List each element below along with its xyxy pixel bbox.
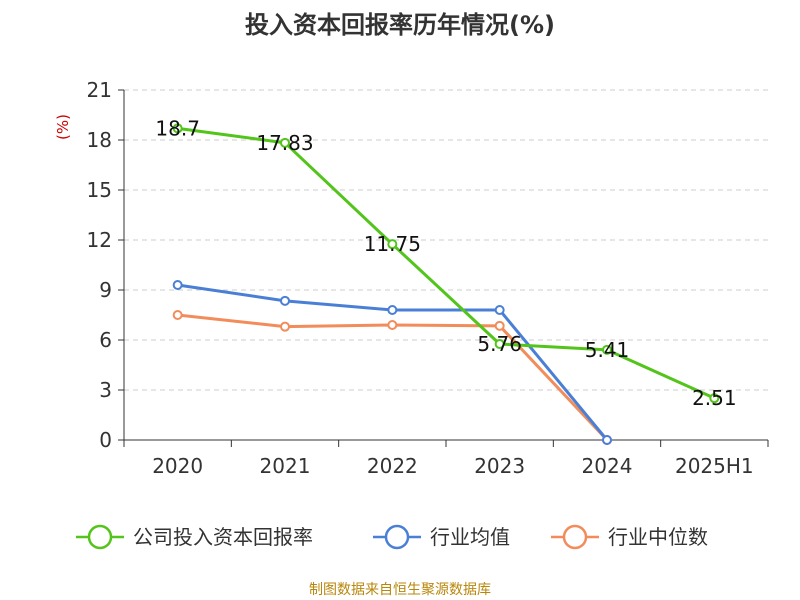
data-point [602, 344, 612, 355]
data-point [494, 305, 505, 315]
data-label: 18.7 [155, 116, 200, 140]
series-layer [172, 123, 720, 445]
legend-label: 公司投入资本回报率 [133, 525, 313, 549]
data-point [172, 123, 183, 134]
x-tick-label: 2024 [582, 454, 633, 478]
legend-marker [384, 524, 410, 550]
data-point [280, 137, 290, 148]
data-point [494, 339, 505, 349]
y-tick-label: 12 [87, 228, 112, 252]
legend-marker [562, 524, 588, 550]
x-tick-label: 2023 [474, 454, 525, 478]
data-point [387, 305, 398, 315]
data-point [172, 310, 183, 320]
y-tick-label: 21 [87, 78, 112, 102]
series-line-2 [177, 313, 609, 442]
x-tick-label: 2025H1 [675, 454, 754, 478]
chart-title: 投入资本回报率历年情况(%) [245, 11, 555, 39]
y-tick-label: 0 [99, 428, 112, 452]
y-tick-label: 9 [99, 278, 112, 302]
data-label: 17.83 [256, 131, 313, 155]
x-tick-label: 2021 [260, 454, 311, 478]
data-point [709, 393, 720, 404]
data-point [494, 320, 505, 331]
data-point [602, 435, 612, 445]
data-label: 11.75 [364, 232, 421, 256]
data-point [387, 239, 398, 250]
x-tick-label: 2020 [152, 454, 203, 478]
series-line-0 [177, 126, 715, 400]
legend[interactable]: 公司投入资本回报率 行业均值 行业中位数 [76, 524, 708, 550]
y-tick-label: 3 [99, 378, 112, 402]
legend-marker [87, 524, 113, 550]
y-tick-label: 6 [99, 328, 112, 352]
y-tick-label: 18 [87, 128, 112, 152]
data-point [387, 320, 398, 330]
x-tick-label: 2022 [367, 454, 418, 478]
data-label: 2.51 [692, 386, 737, 410]
y-axis-unit: (%) [54, 114, 72, 140]
data-point [280, 321, 290, 332]
data-label: 5.41 [585, 338, 630, 362]
data-labels: 18.7 17.83 11.75 5.76 5.41 2.51 [155, 116, 736, 410]
y-tick-label: 15 [87, 178, 112, 202]
axes: 0 3 6 9 12 15 18 21 2020 2021 2022 2023 2024 2025H1 [87, 78, 769, 478]
legend-label: 行业均值 [430, 525, 510, 549]
source-note: 制图数据来自恒生聚源数据库 [309, 582, 491, 598]
legend-label: 行业中位数 [608, 525, 708, 549]
data-point [172, 280, 183, 290]
data-point [280, 295, 290, 306]
data-label: 5.76 [477, 332, 522, 356]
